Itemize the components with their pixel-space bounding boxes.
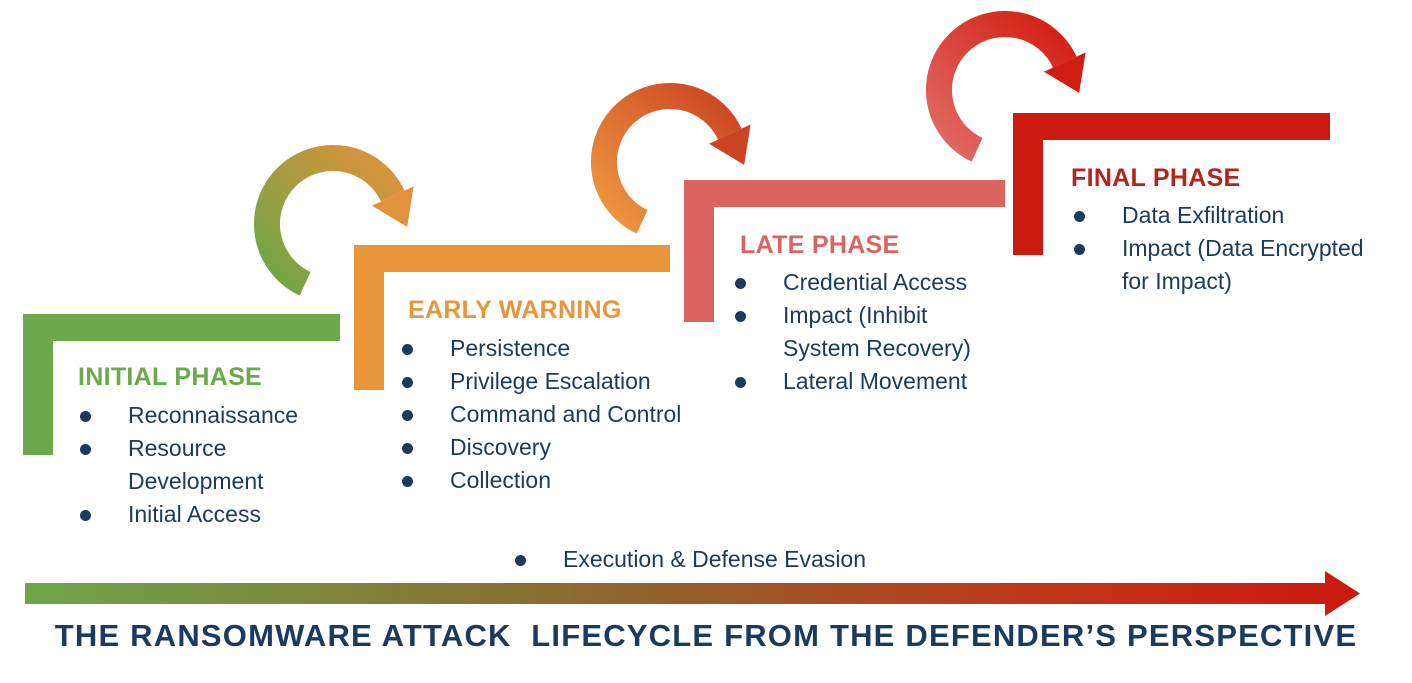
- final-phase-bracket: [1013, 113, 1330, 255]
- item-text: Command and Control: [450, 401, 682, 427]
- cycle-arrow-early-to-late-icon: [590, 82, 751, 234]
- item-text: Impact (Data Encrypted for Impact): [1122, 235, 1364, 294]
- initial-phase-bracket: [23, 314, 340, 455]
- bullet-icon: [735, 310, 746, 322]
- final-phase-list: Data Exfiltration Impact (Data Encrypted…: [1072, 199, 1402, 298]
- item-text: Resource Development: [128, 435, 264, 494]
- bullet-icon: [80, 410, 91, 422]
- shared-item-container: Execution & Defense Evasion: [513, 543, 943, 576]
- bullet-icon: [1074, 210, 1085, 222]
- item-text: Persistence: [450, 335, 571, 361]
- bullet-icon: [402, 343, 413, 355]
- cycle-arrow-late-to-final-icon: [925, 10, 1086, 162]
- bullet-icon: [1074, 243, 1085, 255]
- initial-phase-list: Reconnaissance Resource Development Init…: [78, 399, 328, 531]
- item-text: Discovery: [450, 434, 551, 460]
- cycle-arrow-initial-to-early-icon: [253, 144, 414, 296]
- bullet-icon: [515, 554, 526, 566]
- bullet-icon: [402, 475, 413, 487]
- item-text: Initial Access: [128, 501, 261, 527]
- bullet-icon: [402, 376, 413, 388]
- late-phase-heading: LATE PHASE: [740, 231, 900, 259]
- list-item: Data Exfiltration: [1072, 199, 1402, 232]
- list-item: Lateral Movement: [733, 365, 1033, 398]
- list-item: Execution & Defense Evasion: [513, 543, 943, 576]
- final-phase-heading: FINAL PHASE: [1071, 164, 1241, 192]
- bullet-icon: [735, 376, 746, 388]
- list-item: Resource Development: [78, 432, 328, 498]
- list-item: Command and Control: [400, 398, 720, 431]
- list-item: Credential Access: [733, 266, 1033, 299]
- item-text: Reconnaissance: [128, 402, 299, 428]
- item-text: Data Exfiltration: [1122, 202, 1285, 228]
- list-item: Discovery: [400, 431, 720, 464]
- bullet-icon: [402, 442, 413, 454]
- list-item: Persistence: [400, 332, 720, 365]
- list-item: Impact (Inhibit System Recovery): [733, 299, 1033, 365]
- item-text: Credential Access: [783, 269, 968, 295]
- diagram-title: THE RANSOMWARE ATTACK LIFECYCLE FROM THE…: [54, 618, 1358, 653]
- list-item: Privilege Escalation: [400, 365, 720, 398]
- late-phase-bracket: [684, 180, 1005, 322]
- bullet-icon: [80, 443, 91, 455]
- bullet-icon: [735, 277, 746, 289]
- list-item: Impact (Data Encrypted for Impact): [1072, 232, 1402, 298]
- early-warning-heading: EARLY WARNING: [408, 296, 622, 324]
- item-text: Impact (Inhibit System Recovery): [783, 302, 971, 361]
- item-text: Collection: [450, 467, 551, 493]
- timeline-gradient-arrow-icon: [25, 571, 1360, 616]
- initial-phase-heading: INITIAL PHASE: [78, 363, 263, 391]
- bullet-icon: [402, 409, 413, 421]
- late-phase-list: Credential Access Impact (Inhibit System…: [733, 266, 1033, 398]
- list-item: Collection: [400, 464, 720, 497]
- item-text: Execution & Defense Evasion: [563, 546, 867, 572]
- early-warning-list: Persistence Privilege Escalation Command…: [400, 332, 720, 497]
- item-text: Privilege Escalation: [450, 368, 651, 394]
- item-text: Lateral Movement: [783, 368, 968, 394]
- list-item: Initial Access: [78, 498, 328, 531]
- early-warning-bracket: [354, 245, 670, 390]
- bullet-icon: [80, 509, 91, 521]
- list-item: Reconnaissance: [78, 399, 328, 432]
